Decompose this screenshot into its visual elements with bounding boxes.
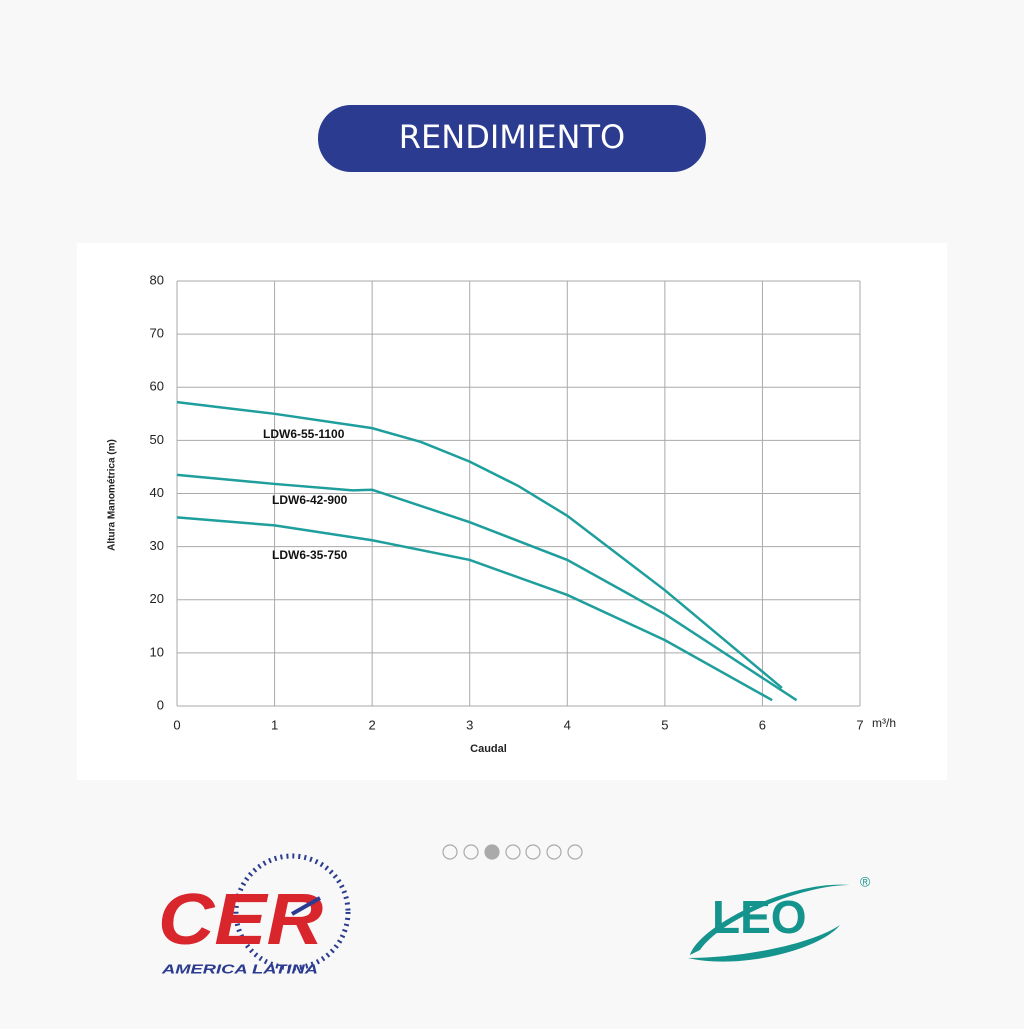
y-axis-title: Altura Manométrica (m) <box>107 439 118 551</box>
cer-logo: CER AMERICA LATINA <box>158 853 351 976</box>
dot[interactable] <box>442 844 458 860</box>
dot[interactable] <box>546 844 562 860</box>
cer-subtitle: AMERICA LATINA <box>161 961 318 976</box>
x-tick-label: 0 <box>173 717 180 732</box>
y-tick-label: 60 <box>150 379 164 394</box>
x-tick-label: 5 <box>661 717 668 732</box>
carousel-dots[interactable] <box>442 844 583 860</box>
series-label: LDW6-42-900 <box>272 493 348 507</box>
x-unit: m³/h <box>872 716 896 730</box>
dot[interactable] <box>525 844 541 860</box>
gauge-needle <box>291 896 321 916</box>
header-title: RENDIMIENTO <box>399 118 625 156</box>
x-tick-label: 4 <box>564 717 571 732</box>
series-line <box>176 400 783 689</box>
x-tick-label: 1 <box>271 717 278 732</box>
leo-mark: ® <box>860 874 871 890</box>
x-axis-title: Caudal <box>470 743 507 755</box>
leo-name: LEO <box>712 891 807 943</box>
y-tick-label: 50 <box>150 432 164 447</box>
cer-name: CER <box>158 880 323 960</box>
chart: 0 10 20 30 40 50 60 70 80 0 1 2 3 4 5 6 7 m³/h Caudal Altur… <box>107 272 896 754</box>
y-tick-label: 20 <box>150 591 164 606</box>
y-tick-label: 80 <box>150 272 164 287</box>
series-line <box>176 473 798 702</box>
gauge-ring <box>233 853 351 971</box>
series-label: LDW6-55-1100 <box>263 427 345 441</box>
y-tick-label: 30 <box>150 538 164 553</box>
x-tick-label: 2 <box>369 717 376 732</box>
y-tick-label: 10 <box>150 644 164 659</box>
dot[interactable] <box>567 844 583 860</box>
dot[interactable] <box>463 844 479 860</box>
y-tick-label: 40 <box>150 485 164 500</box>
header-pill <box>318 105 706 172</box>
series-line <box>176 516 773 702</box>
dot-active[interactable] <box>484 844 500 860</box>
dot[interactable] <box>505 844 521 860</box>
chart-card <box>77 243 947 780</box>
y-tick-label: 0 <box>157 697 164 712</box>
y-tick-label: 70 <box>150 326 164 341</box>
series-label: LDW6-35-750 <box>272 548 348 562</box>
leo-logo: LEO ® <box>688 874 871 962</box>
x-tick-label: 7 <box>856 717 863 732</box>
x-tick-label: 6 <box>759 717 766 732</box>
x-tick-label: 3 <box>466 717 473 732</box>
leo-swoosh <box>688 925 840 962</box>
